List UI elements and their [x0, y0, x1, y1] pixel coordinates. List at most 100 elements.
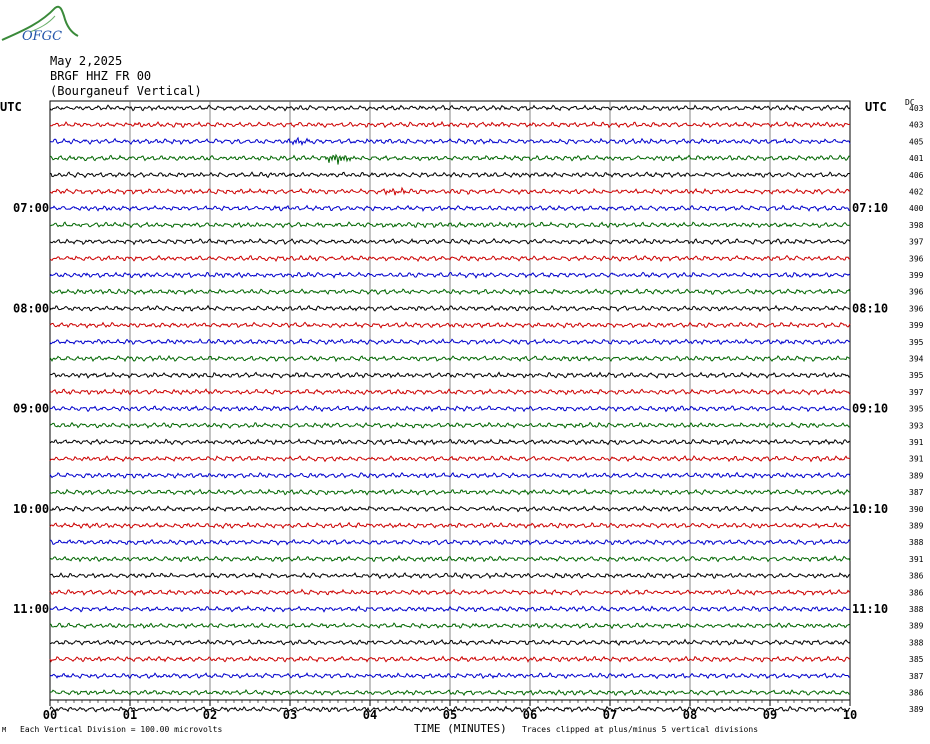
seismic-trace: [49, 321, 851, 329]
dc-value: 387: [909, 672, 924, 681]
x-tick-label: 04: [363, 708, 377, 722]
left-utc-label: UTC: [0, 100, 22, 114]
x-tick-label: 05: [443, 708, 457, 722]
dc-value: 390: [909, 505, 924, 514]
dc-value: 395: [909, 371, 924, 380]
seismic-trace: [49, 153, 851, 165]
dc-value: 389: [909, 705, 924, 714]
dc-value: 386: [909, 572, 924, 581]
clip-note: Traces clipped at plus/minus 5 vertical …: [522, 725, 759, 734]
x-axis-label: TIME (MINUTES): [414, 722, 507, 735]
seismic-trace: [49, 455, 851, 463]
dc-value: 401: [909, 154, 924, 163]
seismic-trace: [49, 505, 851, 513]
dc-value: 389: [909, 471, 924, 480]
x-tick-label: 07: [603, 708, 617, 722]
left-time-label: 10:00: [13, 502, 49, 516]
seismic-trace: [49, 638, 851, 647]
x-tick-label: 10: [843, 708, 857, 722]
right-time-label: 07:10: [852, 201, 888, 215]
seismic-trace: [49, 186, 851, 196]
dc-value: 386: [909, 689, 924, 698]
left-time-label: 07:00: [13, 201, 49, 215]
seismic-trace: [49, 655, 851, 663]
seismic-trace: [49, 554, 851, 563]
dc-value: 403: [909, 104, 924, 113]
seismic-trace: [49, 672, 851, 680]
seismic-trace: [49, 588, 851, 597]
seismic-trace: [49, 388, 851, 396]
logo-text: OFGC: [22, 29, 62, 44]
seismic-trace: [49, 254, 851, 263]
dc-value: 397: [909, 388, 924, 397]
seismic-trace: [49, 438, 851, 446]
ofgc-logo: OFGC: [1, 5, 79, 44]
dc-value: 394: [909, 355, 924, 364]
dc-value: 400: [909, 204, 924, 213]
seismic-trace: [49, 538, 851, 546]
footer-mark: M: [2, 726, 7, 734]
dc-value: 388: [909, 638, 924, 647]
dc-value: 399: [909, 321, 924, 330]
left-time-label: 08:00: [13, 301, 49, 315]
seismic-trace: [49, 355, 851, 363]
dc-value: 389: [909, 522, 924, 531]
seismic-trace: [49, 622, 851, 630]
dc-value: 391: [909, 438, 924, 447]
scale-note: Each Vertical Division = 100.00 microvol…: [20, 725, 223, 734]
location-label: (Bourganeuf Vertical): [50, 84, 202, 98]
dc-value: 386: [909, 588, 924, 597]
x-tick-label: 08: [683, 708, 697, 722]
dc-value: 385: [909, 655, 924, 664]
seismic-trace: [49, 288, 851, 296]
seismic-trace: [49, 204, 851, 212]
seismic-trace: [49, 238, 851, 246]
date-label: May 2,2025: [50, 54, 123, 68]
dc-value: 395: [909, 405, 924, 414]
seismic-trace: [49, 136, 851, 147]
right-time-label: 08:10: [852, 301, 888, 315]
seismic-trace: [49, 572, 851, 580]
x-tick-label: 00: [43, 708, 57, 722]
dc-value: 402: [909, 188, 924, 197]
seismic-trace: [49, 371, 851, 379]
dc-value: 391: [909, 555, 924, 564]
dc-value: 388: [909, 538, 924, 547]
right-utc-label: UTC: [865, 100, 887, 114]
dc-value: 398: [909, 221, 924, 230]
right-time-label: 10:10: [852, 502, 888, 516]
dc-value: 396: [909, 254, 924, 263]
dc-value: 393: [909, 421, 924, 430]
seismic-trace: [49, 104, 851, 112]
right-time-label: 11:10: [852, 602, 888, 616]
seismic-trace: [49, 689, 851, 697]
seismic-trace: [49, 471, 851, 479]
dc-value: 403: [909, 121, 924, 130]
left-time-label: 09:00: [13, 402, 49, 416]
seismic-trace: [49, 705, 851, 713]
seismic-trace: [49, 521, 851, 529]
dc-value: 399: [909, 271, 924, 280]
right-time-label: 09:10: [852, 402, 888, 416]
dc-value: 406: [909, 171, 924, 180]
dc-value: 388: [909, 605, 924, 614]
seismic-trace: [49, 271, 851, 279]
left-time-label: 11:00: [13, 602, 49, 616]
dc-value: 396: [909, 304, 924, 313]
dc-value: 405: [909, 137, 924, 146]
seismic-trace: [49, 120, 851, 129]
x-tick-label: 03: [283, 708, 297, 722]
dc-column-label: DC: [905, 98, 915, 107]
dc-value: 396: [909, 288, 924, 297]
dc-value: 391: [909, 455, 924, 464]
dc-value: 395: [909, 338, 924, 347]
dc-value: 389: [909, 622, 924, 631]
seismic-trace: [49, 304, 851, 313]
seismic-trace: [49, 221, 851, 229]
dc-value: 397: [909, 238, 924, 247]
x-tick-label: 06: [523, 708, 537, 722]
station-label: BRGF HHZ FR 00: [50, 69, 152, 83]
seismic-trace: [49, 171, 851, 179]
x-tick-label: 02: [203, 708, 217, 722]
